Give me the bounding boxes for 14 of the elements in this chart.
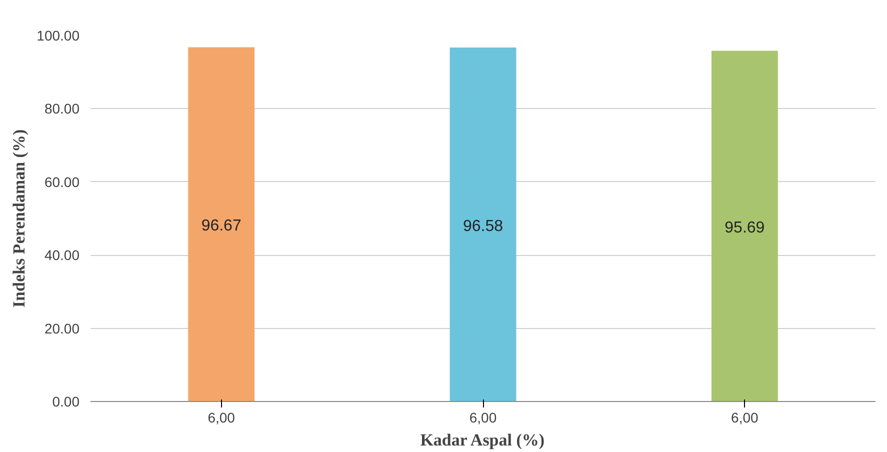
x-axis-title: Kadar Aspal (%) [420,430,545,450]
x-tick-label: 6,00 [731,410,759,426]
y-tick-label: 20.00 [44,320,80,336]
y-tick-label: 80.00 [44,100,80,117]
x-tick-label: 6,00 [469,410,497,426]
data-label: 96.67 [201,218,242,235]
y-tick-label: 40.00 [44,247,80,264]
x-tick-label: 6,00 [208,410,236,426]
y-tick-label: 60.00 [44,174,80,190]
data-label: 95.69 [724,219,765,236]
data-label: 96.58 [462,218,504,235]
y-tick-label: 0.00 [52,394,80,410]
y-tick-label: 100.00 [36,28,80,44]
y-axis-title: Indeks Perendaman (%) [10,129,29,308]
